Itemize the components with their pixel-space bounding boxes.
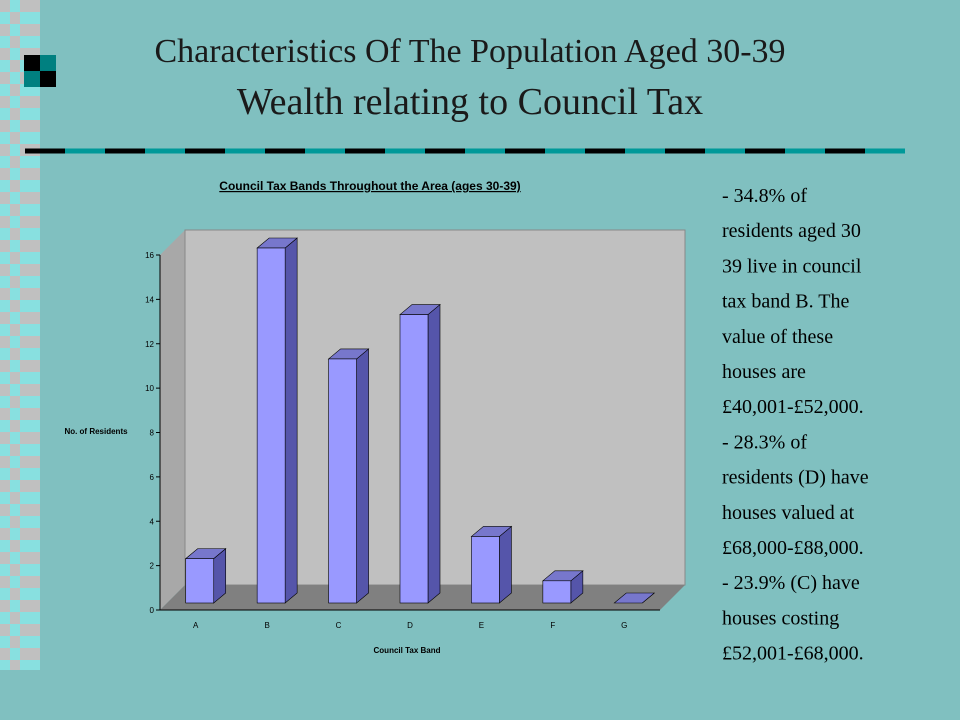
note-line: - 28.3% of <box>722 431 807 453</box>
chart: Council Tax Bands Throughout the Area (a… <box>64 179 686 655</box>
bar <box>184 547 227 604</box>
slide-title: Characteristics Of The Population Aged 3… <box>154 33 785 70</box>
slide-subtitle: Wealth relating to Council Tax <box>237 81 703 123</box>
bar <box>542 570 584 604</box>
bar-side <box>356 348 369 604</box>
bar-front <box>542 580 572 604</box>
bar-side <box>427 303 441 604</box>
bar-front <box>471 536 500 604</box>
side-strip <box>0 0 40 670</box>
notes: - 34.8% of residents aged 30 39 live in co… <box>722 185 869 665</box>
y-tick-label: 2 <box>150 562 155 571</box>
note-line: houses are <box>722 361 806 383</box>
note-line: £40,001-£52,000. <box>722 396 864 418</box>
x-tick-label: E <box>479 621 484 630</box>
note-line: houses valued at <box>722 502 855 524</box>
bar-front <box>256 247 286 604</box>
title-ornament <box>24 55 56 87</box>
x-tick-label: A <box>193 621 199 630</box>
note-line: - 23.9% (C) have <box>722 572 860 594</box>
bar-side <box>499 525 512 604</box>
y-tick-label: 8 <box>150 429 155 438</box>
y-tick-label: 6 <box>150 473 155 482</box>
x-tick-label: D <box>407 621 413 630</box>
y-tick-label: 12 <box>145 340 154 349</box>
note-line: value of these <box>722 326 833 348</box>
y-tick-label: 16 <box>145 251 154 260</box>
note-line: residents (D) have <box>722 467 869 489</box>
bar <box>256 237 298 604</box>
x-tick-label: C <box>336 621 342 630</box>
side-wall <box>160 230 185 610</box>
chart-title: Council Tax Bands Throughout the Area (a… <box>219 179 520 193</box>
y-axis-label: No. of Residents <box>64 427 128 436</box>
y-tick-label: 4 <box>150 517 155 526</box>
bar <box>399 303 441 604</box>
note-line: houses costing <box>722 607 839 629</box>
bar <box>613 592 656 604</box>
bar-front <box>399 314 429 604</box>
bar-side <box>284 237 298 604</box>
x-axis-label: Council Tax Band <box>374 646 441 655</box>
y-tick-label: 0 <box>150 606 155 615</box>
note-line: 39 live in council <box>722 255 862 277</box>
note-line: - 34.8% of <box>722 185 807 207</box>
x-tick-label: F <box>550 621 555 630</box>
bar <box>327 348 370 604</box>
x-tick-label: B <box>264 621 269 630</box>
note-line: tax band B. The <box>722 291 850 313</box>
note-line: £68,000-£88,000. <box>722 537 864 559</box>
note-line: residents aged 30 <box>722 220 861 242</box>
bar-front <box>185 558 215 604</box>
bar-front <box>328 358 357 604</box>
y-tick-label: 14 <box>145 295 154 304</box>
x-tick-label: G <box>621 621 627 630</box>
y-tick-label: 10 <box>145 384 154 393</box>
bar <box>470 525 513 604</box>
note-line: £52,001-£68,000. <box>722 643 864 665</box>
bar-top <box>613 592 656 604</box>
